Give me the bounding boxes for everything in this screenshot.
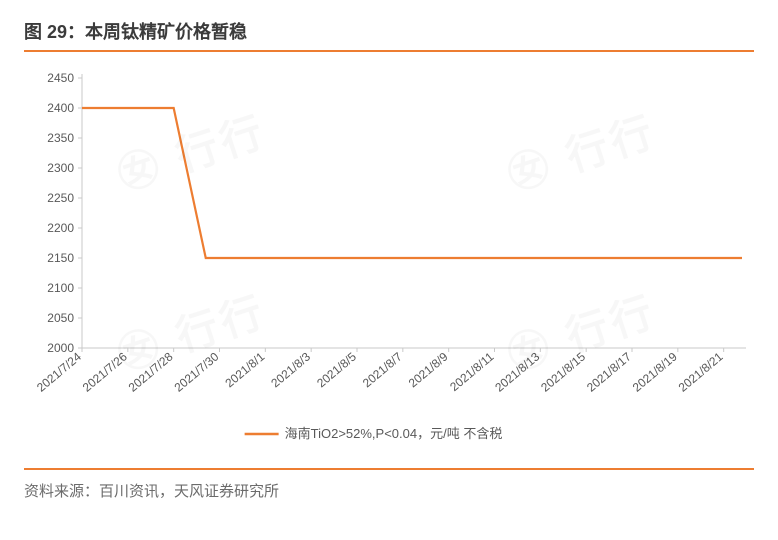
x-tick-label: 2021/7/30 — [172, 349, 222, 394]
y-tick-label: 2450 — [47, 71, 74, 85]
x-tick-label: 2021/8/7 — [360, 349, 405, 390]
legend-label: 海南TiO2>52%,P<0.04，元/吨 不含税 — [285, 426, 503, 441]
x-tick-label: 2021/8/17 — [584, 349, 634, 394]
x-tick-label: 2021/8/9 — [406, 349, 451, 390]
x-tick-label: 2021/8/19 — [630, 349, 680, 394]
x-tick-label: 2021/8/5 — [314, 349, 359, 390]
source-line: 资料来源：百川资讯，天风证券研究所 — [24, 468, 754, 501]
line-chart: 2000205021002150220022502300235024002450… — [24, 60, 754, 450]
x-tick-label: 2021/8/13 — [492, 349, 542, 394]
y-tick-label: 2250 — [47, 191, 74, 205]
figure-title: 图 29：本周钛精矿价格暂稳 — [24, 18, 247, 44]
x-tick-label: 2021/8/21 — [676, 349, 726, 394]
x-tick-label: 2021/7/24 — [34, 349, 84, 394]
x-tick-label: 2021/7/28 — [126, 349, 176, 394]
y-tick-label: 2300 — [47, 161, 74, 175]
y-tick-label: 2400 — [47, 101, 74, 115]
x-tick-label: 2021/8/1 — [222, 349, 267, 390]
y-tick-label: 2050 — [47, 311, 74, 325]
x-tick-label: 2021/7/26 — [80, 349, 130, 394]
x-tick-label: 2021/8/15 — [538, 349, 588, 394]
series-line — [82, 108, 742, 258]
chart-area: ㊛ 行行 ㊛ 行行 ㊛ 行行 ㊛ 行行 20002050210021502200… — [24, 60, 754, 460]
y-tick-label: 2100 — [47, 281, 74, 295]
y-tick-label: 2150 — [47, 251, 74, 265]
x-tick-label: 2021/8/3 — [268, 349, 313, 390]
x-tick-label: 2021/8/11 — [447, 349, 496, 394]
y-tick-label: 2200 — [47, 221, 74, 235]
y-tick-label: 2350 — [47, 131, 74, 145]
title-bar: 图 29：本周钛精矿价格暂稳 — [24, 18, 754, 52]
